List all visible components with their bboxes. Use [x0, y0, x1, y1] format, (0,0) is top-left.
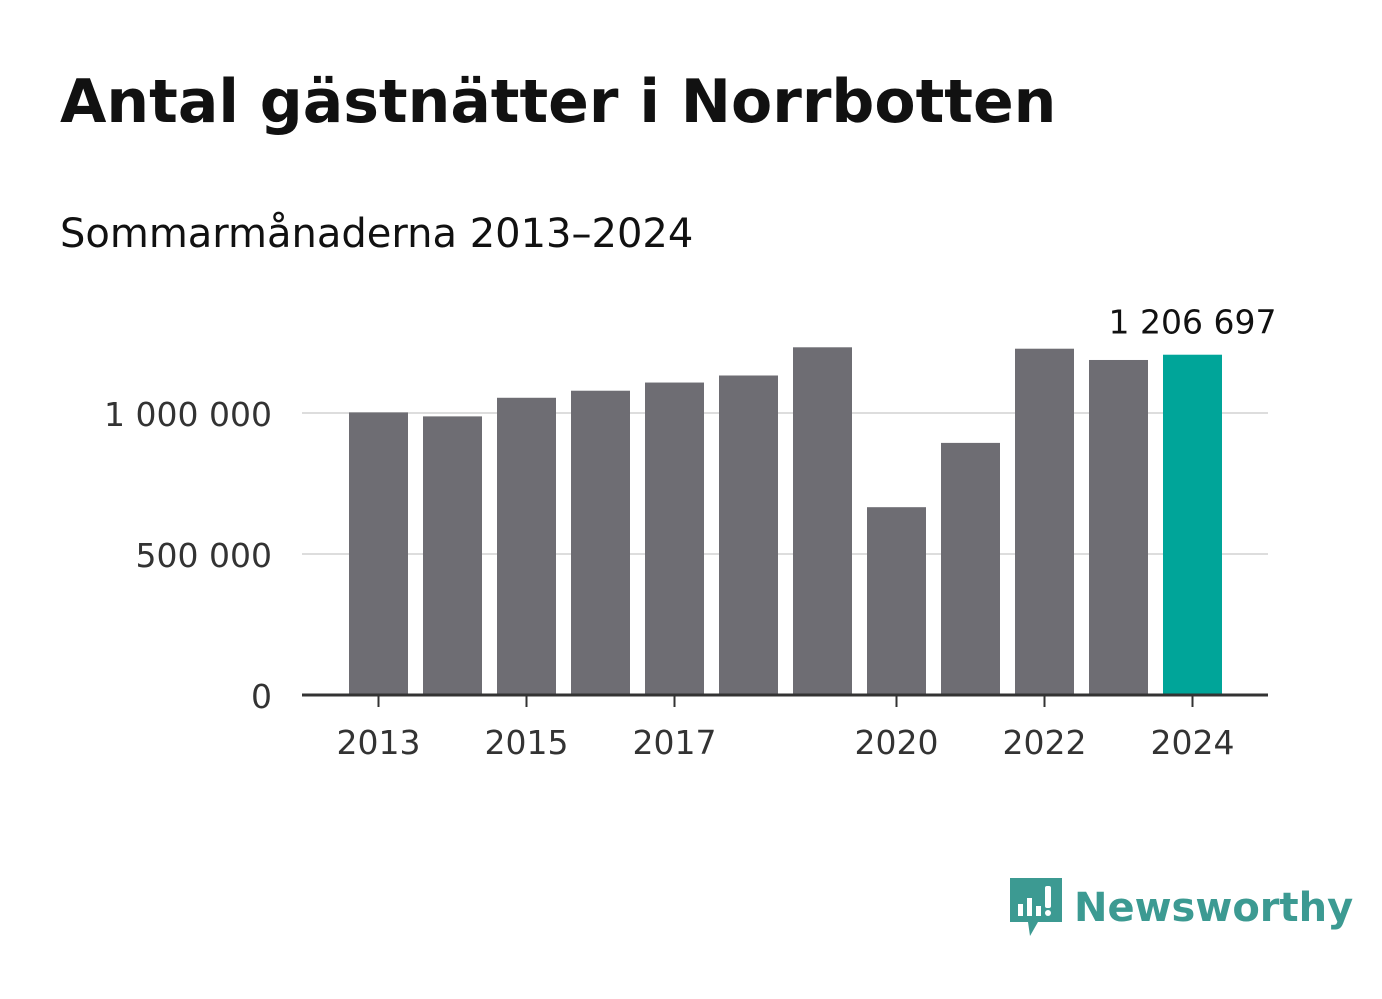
x-tick-label: 2022 [1003, 723, 1087, 762]
x-axis-labels: 2013 2015 2017 2020 2022 2024 [337, 723, 1235, 762]
x-tick-label: 2017 [633, 723, 717, 762]
data-labels: 1 206 697 [1109, 303, 1277, 342]
bar [867, 507, 926, 695]
newsworthy-logo-icon [1010, 878, 1062, 936]
x-tick-label: 2013 [337, 723, 421, 762]
bar [1089, 359, 1148, 695]
y-axis-labels: 0 500 000 1 000 000 [104, 395, 272, 716]
bars [349, 347, 1222, 695]
bar [1015, 348, 1074, 695]
x-tick-label: 2020 [855, 723, 939, 762]
x-tick-label: 2024 [1151, 723, 1235, 762]
chart-subtitle: Sommarmånaderna 2013–2024 [60, 211, 694, 257]
bar [793, 347, 852, 695]
brand-logo: Newsworthy [1010, 878, 1353, 938]
y-tick-label: 500 000 [136, 536, 272, 575]
bar [941, 442, 1000, 695]
bar [719, 375, 778, 695]
chart-title: Antal gästnätter i Norrbotten [60, 67, 1057, 137]
y-tick-label: 0 [251, 677, 272, 716]
x-axis [302, 693, 1268, 707]
x-tick-label: 2015 [485, 723, 569, 762]
bar [423, 416, 482, 695]
bar [645, 382, 704, 695]
bar [349, 412, 408, 695]
bar [497, 397, 556, 695]
brand-name: Newsworthy [1074, 885, 1354, 931]
data-label: 1 206 697 [1109, 303, 1277, 342]
bar-highlight [1163, 354, 1222, 695]
bar [571, 390, 630, 695]
y-tick-label: 1 000 000 [104, 395, 272, 434]
